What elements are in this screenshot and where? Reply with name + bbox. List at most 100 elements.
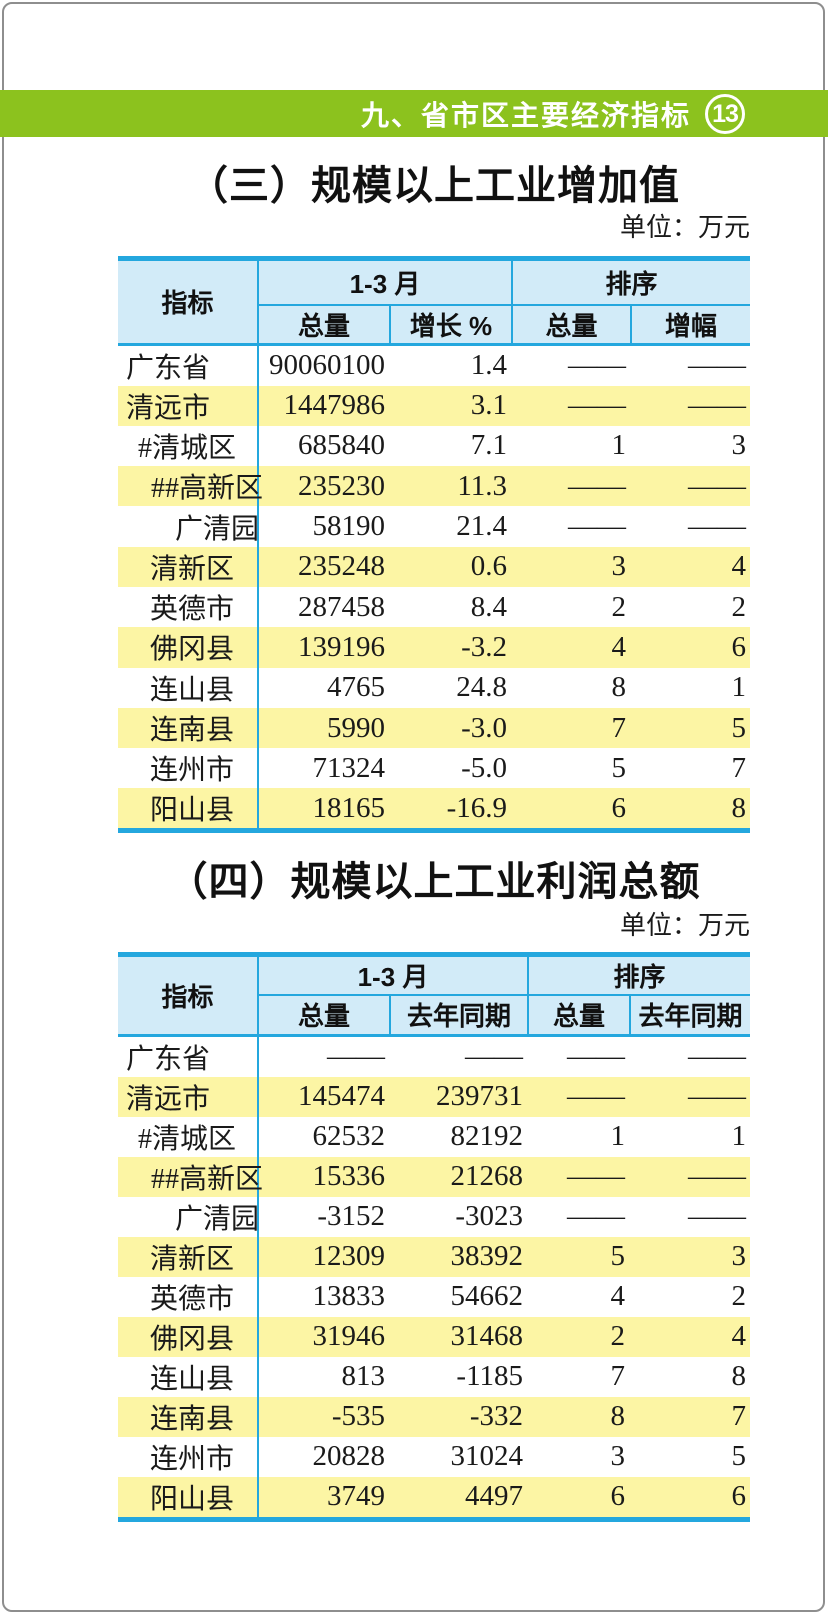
cell-rank-total: 3 [610, 1440, 626, 1472]
table-row: 广清园 -3152 -3023 —— —— [118, 1196, 750, 1237]
table-row: 清远市 145474 239731 —— —— [118, 1076, 751, 1117]
header-total: 总量 [258, 995, 391, 1037]
cell-total: 139196 [258, 627, 390, 668]
header-indicator: 指标 [118, 954, 259, 1037]
row-label: 佛冈县 [118, 1316, 259, 1357]
row-label: 英德市 [118, 586, 259, 628]
cell-growth: 8.4 [470, 590, 507, 623]
table-row: 佛冈县 31946 31468 2 4 [118, 1316, 751, 1357]
header-total: 总量 [258, 304, 391, 346]
cell-rank-total: —— [567, 1040, 625, 1072]
cell-rank-total: 7 [610, 1360, 626, 1392]
cell-rank-total: —— [512, 385, 631, 426]
row-label: 英德市 [118, 1276, 259, 1317]
cell-last-year: 4497 [390, 1476, 528, 1519]
cell-rank-growth: 4 [631, 546, 751, 587]
cell-rank-last-year: 3 [630, 1236, 751, 1277]
cell-rank-last-year: 8 [731, 1360, 747, 1392]
table-row: 连南县 5990 -3.0 7 5 [118, 707, 751, 749]
table-body: 广东省 90060100 1.4 —— —— 清远市 1447986 3.1 —— —— #清城… [118, 344, 751, 831]
cell-growth: 3.1 [390, 385, 512, 426]
chapter-header-bar: 九、省市区主要经济指标 13 [0, 90, 828, 137]
cell-rank-total: 2 [611, 590, 627, 623]
cell-rank-total: 5 [611, 751, 627, 784]
cell-total: 235230 [258, 466, 390, 507]
row-label: 连州市 [118, 748, 259, 789]
page-number-badge: 13 [705, 93, 745, 134]
cell-rank-total: 4 [512, 627, 631, 668]
section3-title: （三）规模以上工业增加值 [188, 164, 680, 208]
cell-rank-total: 6 [512, 788, 631, 831]
table-row: 广清园 58190 21.4 —— —— [118, 506, 750, 547]
cell-growth: 1.4 [470, 349, 507, 381]
cell-rank-total: 6 [528, 1476, 630, 1519]
cell-total: —— [327, 1040, 385, 1072]
cell-growth: -3.2 [390, 627, 512, 668]
cell-rank-growth: 7 [731, 751, 747, 784]
table-header: 指标 1-3 月 排序 总量 增长 % 总量 增幅 [118, 258, 751, 346]
cell-rank-last-year: 2 [731, 1280, 747, 1312]
table-row: 清新区 12309 38392 5 3 [118, 1236, 751, 1277]
table-row: 阳山县 18165 -16.9 6 8 [118, 788, 751, 831]
table-row: 广东省 90060100 1.4 —— —— [118, 344, 750, 386]
industrial-profit-table: 指标 1-3 月 排序 总量 去年同期 总量 去年同期 广东省 —— —— —— —— … [118, 952, 751, 1522]
table-row: 广东省 —— —— —— —— [118, 1035, 750, 1077]
row-label: 连南县 [118, 1396, 259, 1437]
cell-rank-last-year: 6 [630, 1476, 751, 1519]
cell-growth: -5.0 [461, 751, 507, 784]
header-rank-growth: 增幅 [631, 304, 751, 346]
table-row: 连州市 71324 -5.0 5 7 [118, 748, 750, 789]
row-label: 佛冈县 [118, 627, 259, 668]
cell-last-year: 38392 [390, 1236, 528, 1277]
cell-last-year: -3023 [455, 1200, 523, 1232]
cell-rank-last-year: 1 [731, 1120, 747, 1152]
cell-rank-growth: 5 [631, 707, 751, 749]
cell-rank-total: 5 [528, 1236, 630, 1277]
cell-rank-last-year: —— [630, 1156, 751, 1197]
cell-total: 235248 [258, 546, 390, 587]
row-label: 连州市 [118, 1436, 259, 1477]
row-label: 清远市 [118, 1076, 259, 1117]
section4-title: （四）规模以上工业利润总额 [167, 860, 701, 904]
cell-total: 145474 [258, 1076, 390, 1117]
cell-growth: -3.0 [390, 707, 512, 749]
cell-last-year: 54662 [450, 1280, 524, 1312]
row-label: ##高新区 [118, 1156, 263, 1197]
cell-last-year: -332 [390, 1396, 528, 1437]
table-row: 清远市 1447986 3.1 —— —— [118, 385, 751, 426]
cell-rank-growth: —— [631, 385, 751, 426]
cell-total: 58190 [312, 510, 386, 543]
cell-total: 3749 [258, 1476, 390, 1519]
header-rank-total: 总量 [528, 995, 631, 1037]
cell-rank-total: 1 [610, 1120, 626, 1152]
cell-rank-growth: 1 [731, 671, 747, 704]
cell-total: -535 [258, 1396, 390, 1437]
cell-total: 813 [341, 1360, 386, 1392]
cell-rank-total: 7 [512, 707, 631, 749]
cell-growth: 7.1 [470, 429, 507, 462]
cell-rank-last-year: 5 [731, 1440, 747, 1472]
section3-unit-label: 单位：万元 [619, 213, 750, 242]
row-label: 广东省 [118, 344, 259, 386]
table-row: 阳山县 3749 4497 6 6 [118, 1476, 751, 1519]
cell-total: 71324 [312, 751, 386, 784]
cell-rank-last-year: —— [688, 1200, 747, 1232]
cell-last-year: —— [465, 1040, 523, 1072]
header-group-period: 1-3 月 [258, 954, 529, 996]
cell-total: 18165 [258, 788, 390, 831]
cell-total: 685840 [298, 429, 385, 462]
cell-total: 287458 [298, 590, 385, 623]
cell-rank-last-year: 4 [630, 1316, 751, 1357]
table-row: 连山县 813 -1185 7 8 [118, 1356, 750, 1397]
cell-rank-total: —— [528, 1076, 630, 1117]
table-header: 指标 1-3 月 排序 总量 去年同期 总量 去年同期 [118, 954, 751, 1037]
cell-growth: 21.4 [456, 510, 507, 543]
industrial-added-value-table: 指标 1-3 月 排序 总量 增长 % 总量 增幅 广东省 90060100 1.4… [118, 256, 751, 834]
cell-rank-growth: 8 [631, 788, 751, 831]
cell-total: 12309 [258, 1236, 390, 1277]
cell-total: 4765 [327, 671, 385, 704]
table-row: ##高新区 15336 21268 —— —— [118, 1156, 751, 1197]
cell-rank-total: 4 [610, 1280, 626, 1312]
cell-rank-total: —— [568, 510, 626, 543]
